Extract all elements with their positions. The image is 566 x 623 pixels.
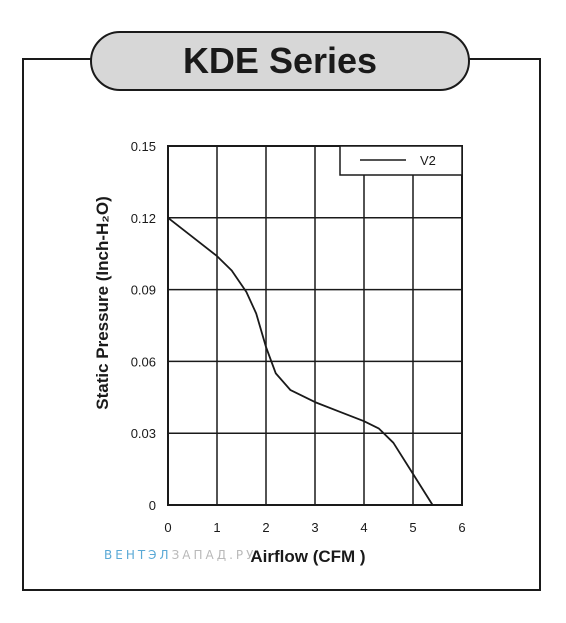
x-tick-label: 3: [311, 520, 318, 535]
x-tick-label: 6: [458, 520, 465, 535]
x-tick-label: 4: [360, 520, 367, 535]
series-line-v2: [167, 217, 434, 506]
legend-label: V2: [420, 153, 436, 168]
watermark: ВЕНТЭЛЗАПАД.РУ: [104, 548, 256, 562]
y-tick-label: 0.15: [131, 139, 156, 154]
series-title: KDE Series: [90, 31, 470, 91]
y-tick-label: 0.03: [131, 426, 156, 441]
x-tick-label: 1: [213, 520, 220, 535]
plot-area-border: [167, 145, 463, 506]
x-tick-label: 2: [262, 520, 269, 535]
y-tick-label: 0.06: [131, 354, 156, 369]
y-tick-label: 0.09: [131, 283, 156, 298]
y-tick-label: 0.12: [131, 211, 156, 226]
y-axis-label: Static Pressure (Inch-H₂O): [93, 196, 112, 410]
watermark-part-1: ВЕНТЭЛ: [104, 548, 172, 562]
watermark-part-2: ЗАПАД.РУ: [171, 548, 257, 562]
y-tick-label: 0: [149, 498, 156, 513]
x-axis-label: Airflow (CFM ): [250, 547, 365, 566]
x-tick-label: 0: [164, 520, 171, 535]
x-tick-label: 5: [409, 520, 416, 535]
